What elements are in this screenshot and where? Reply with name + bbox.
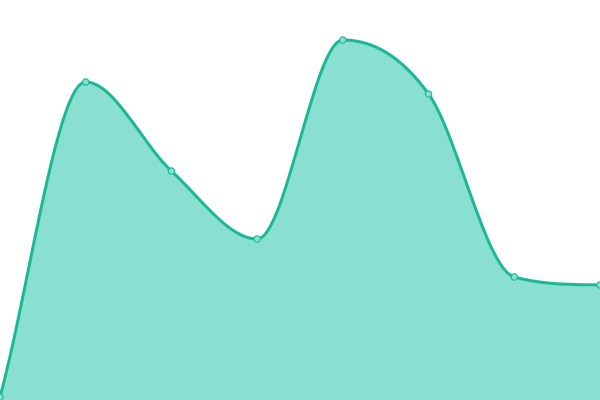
data-point-2 xyxy=(167,167,176,175)
data-point-1 xyxy=(81,78,90,86)
data-point-5 xyxy=(424,90,433,98)
data-point-6 xyxy=(510,273,519,281)
data-point-0 xyxy=(0,393,4,400)
data-point-4 xyxy=(339,36,347,44)
series-line xyxy=(0,38,600,398)
data-point-3 xyxy=(253,235,261,243)
data-points xyxy=(0,36,600,400)
series-area-fill xyxy=(0,40,600,400)
